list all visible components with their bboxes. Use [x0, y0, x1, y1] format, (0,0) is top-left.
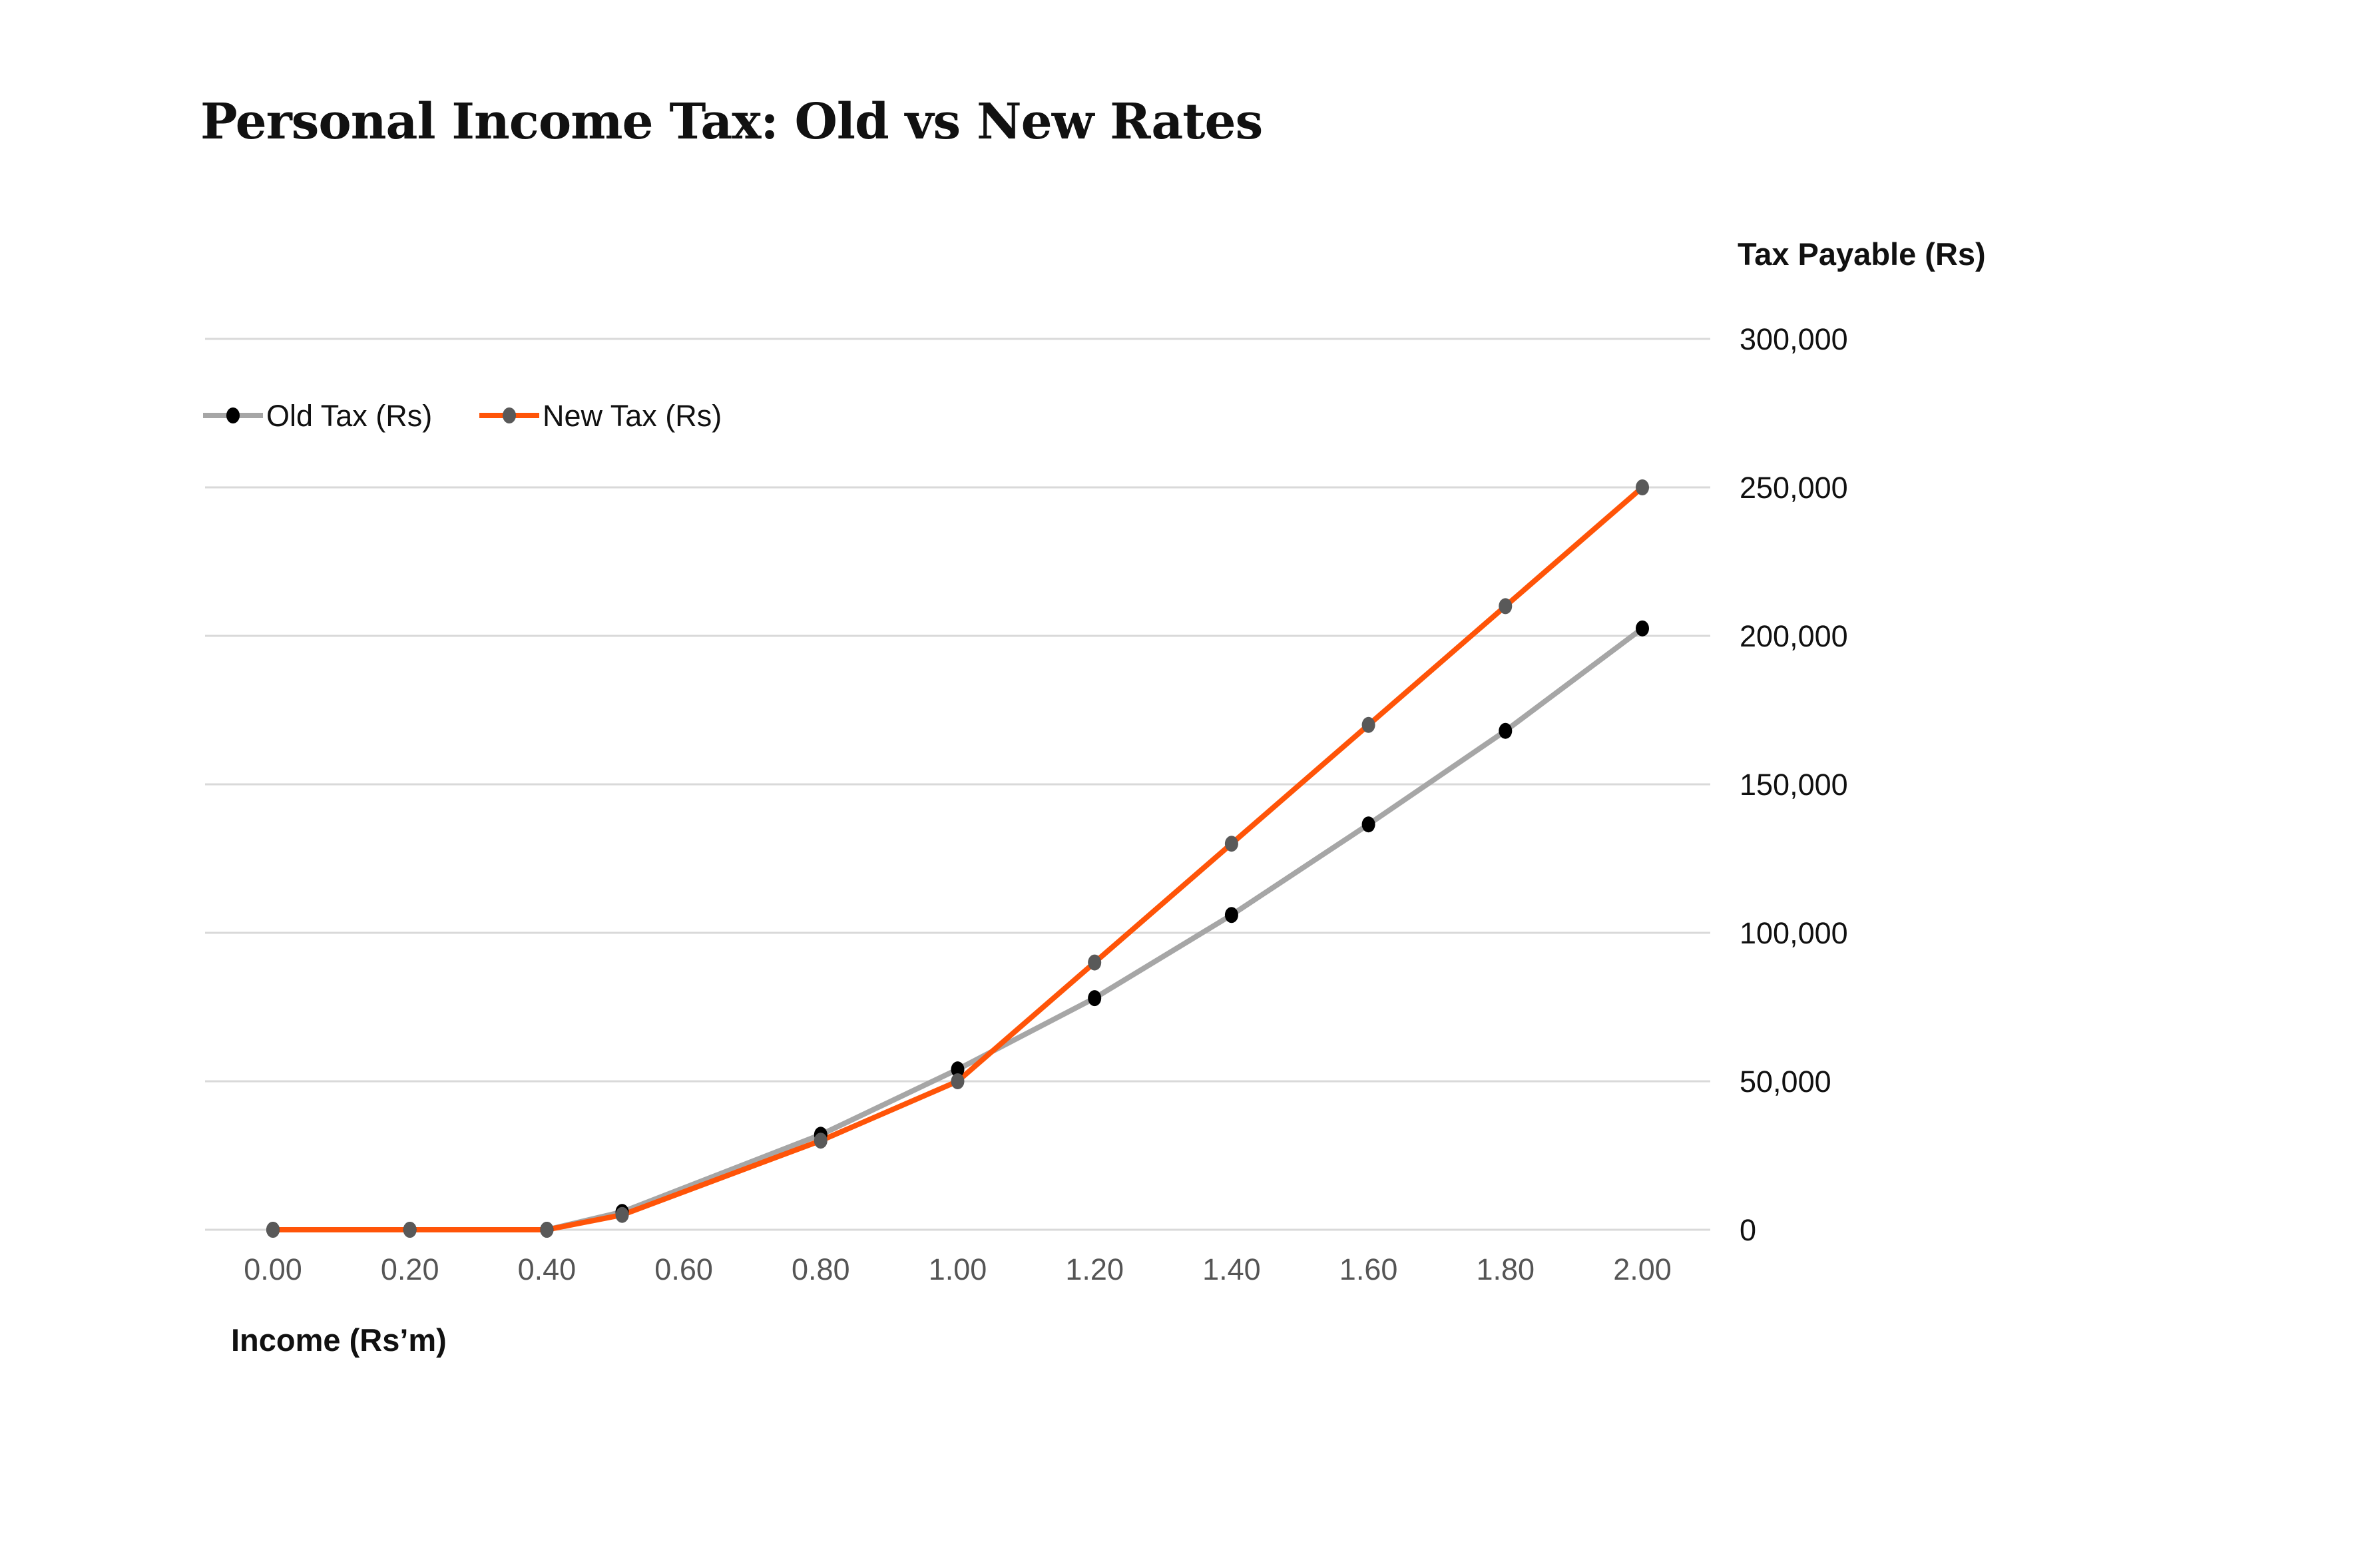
data-point-new-tax	[615, 1206, 629, 1223]
y-tick-label: 300,000	[1740, 322, 1848, 356]
x-tick-label: 0.60	[654, 1252, 713, 1286]
legend-label: New Tax (Rs)	[543, 399, 722, 433]
series-line-old-tax	[273, 626, 1644, 1232]
x-tick-label: 1.00	[929, 1252, 987, 1286]
legend-marker	[503, 407, 516, 423]
x-tick-label: 0.00	[244, 1252, 302, 1286]
y-tick-label: 50,000	[1740, 1065, 1831, 1099]
y-tick-label: 200,000	[1740, 619, 1848, 653]
legend-marker	[226, 407, 240, 423]
data-point-new-tax	[1224, 836, 1238, 852]
data-point-new-tax	[403, 1222, 417, 1238]
chart-title: Personal Income Tax: Old vs New Rates	[200, 93, 1263, 150]
y-axis-label: Tax Payable (Rs)	[1738, 236, 1986, 272]
data-point-old-tax	[1499, 722, 1513, 739]
y-tick-label: 250,000	[1740, 471, 1848, 505]
x-tick-label: 0.40	[518, 1252, 577, 1286]
data-point-new-tax	[1361, 716, 1375, 733]
data-point-new-tax	[951, 1073, 965, 1089]
x-axis-label: Income (Rs’m)	[231, 1322, 447, 1358]
y-tick-label: 0	[1740, 1213, 1756, 1247]
x-tick-label: 1.20	[1065, 1252, 1124, 1286]
data-point-old-tax	[1224, 907, 1238, 923]
series-line-new-tax	[273, 485, 1644, 1232]
x-tick-label: 0.20	[381, 1252, 439, 1286]
x-tick-label: 0.80	[792, 1252, 850, 1286]
data-point-old-tax	[951, 1061, 965, 1078]
legend-label: Old Tax (Rs)	[266, 399, 432, 433]
data-point-new-tax	[540, 1222, 554, 1238]
data-point-new-tax	[1636, 479, 1649, 495]
x-tick-label: 1.40	[1202, 1252, 1261, 1286]
data-point-new-tax	[266, 1222, 280, 1238]
data-point-new-tax	[814, 1133, 828, 1149]
data-point-new-tax	[1499, 598, 1513, 615]
x-tick-label: 2.00	[1613, 1252, 1672, 1286]
x-tick-label: 1.60	[1339, 1252, 1398, 1286]
data-point-old-tax	[1636, 620, 1649, 637]
data-point-old-tax	[1088, 990, 1102, 1007]
x-tick-label: 1.80	[1477, 1252, 1535, 1286]
y-tick-label: 150,000	[1740, 768, 1848, 802]
data-point-old-tax	[1361, 816, 1375, 833]
y-tick-label: 100,000	[1740, 916, 1848, 950]
data-point-new-tax	[1088, 954, 1102, 971]
